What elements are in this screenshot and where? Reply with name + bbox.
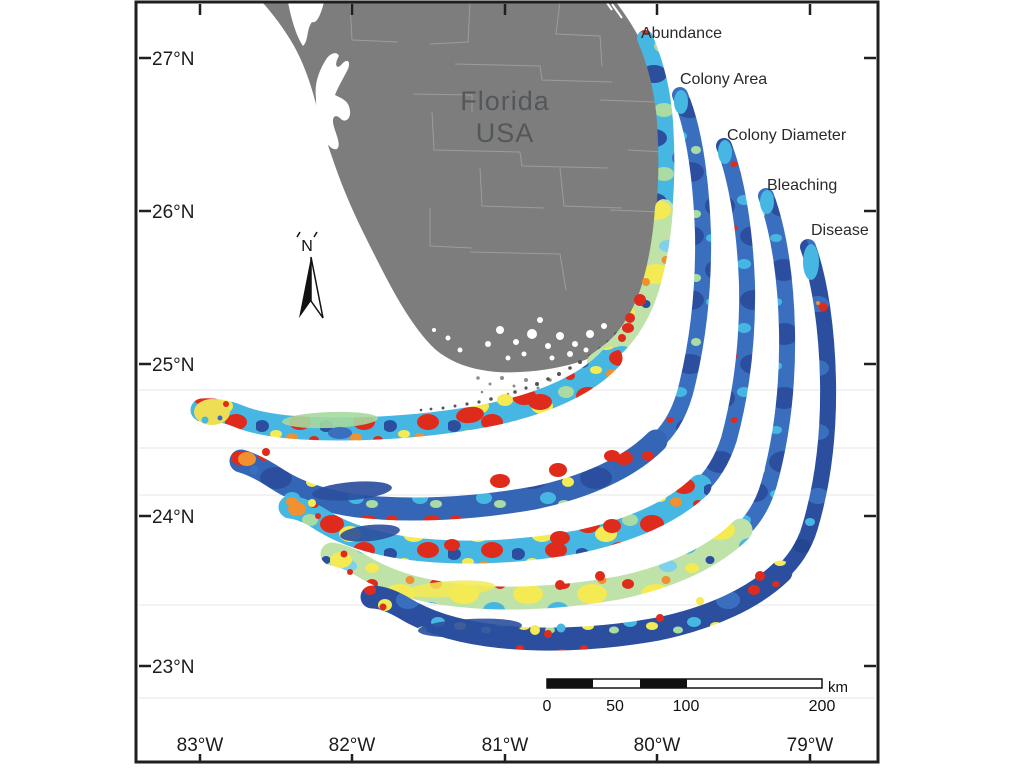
longitude-labels: 83°W 82°W 81°W 80°W 79°W <box>177 735 834 756</box>
scale-value-100: 100 <box>673 698 700 715</box>
ribbon-bleaching <box>320 188 796 610</box>
region-label-line2: USA <box>476 118 535 148</box>
map-frame <box>134 0 880 764</box>
lon-label-81w: 81°W <box>482 735 529 756</box>
ribbon-label-bleaching: Bleaching <box>767 177 837 194</box>
scale-unit-label: km <box>828 679 848 696</box>
lon-label-79w: 79°W <box>787 735 834 756</box>
lon-label-80w: 80°W <box>634 735 681 756</box>
lon-label-82w: 82°W <box>329 735 376 756</box>
north-arrow-label: N <box>301 238 313 255</box>
ribbon-label-colony-area: Colony Area <box>680 71 767 88</box>
ribbon-disease <box>360 239 837 651</box>
lat-label-26n: 26°N <box>152 202 194 223</box>
lat-label-23n: 23°N <box>152 657 194 678</box>
ribbon-labels: Abundance Colony Area Colony Diameter Bl… <box>641 25 869 239</box>
north-arrow: N <box>296 231 324 319</box>
region-label-line1: Florida <box>460 86 550 116</box>
lon-label-83w: 83°W <box>177 735 224 756</box>
ribbon-colony-diameter <box>278 138 756 564</box>
frame-ticks <box>139 4 876 761</box>
scale-value-200: 200 <box>809 698 836 715</box>
ribbon-label-colony-diameter: Colony Diameter <box>727 127 847 144</box>
ribbon-disease-accents <box>378 244 828 638</box>
north-arrow-left-wing <box>299 257 311 318</box>
ribbon-colony-area <box>229 87 712 521</box>
county-lines <box>349 1 664 291</box>
scale-value-50: 50 <box>606 698 624 715</box>
ribbon-bleaching-accents <box>330 190 774 598</box>
ribbon-colony-diameter-accents <box>288 140 732 551</box>
north-arrow-right-wing <box>310 256 324 319</box>
lat-label-24n: 24°N <box>152 507 194 528</box>
land-polygon <box>262 2 666 373</box>
lat-label-25n: 25°N <box>152 355 194 376</box>
region-labels: Florida USA <box>460 86 550 148</box>
scale-bar: 0 50 100 200 km <box>543 678 848 715</box>
latitude-labels: 27°N 26°N 25°N 24°N 23°N <box>152 49 194 678</box>
scale-value-0: 0 <box>543 698 552 715</box>
ribbon-label-disease: Disease <box>811 222 869 239</box>
charlotte-harbor <box>315 53 351 150</box>
everglades-mottling <box>432 317 607 361</box>
scale-bar-segment-2 <box>640 679 687 688</box>
scale-bar-segment-1 <box>547 679 593 688</box>
ribbon-colony-area-accents <box>238 90 688 501</box>
ribbon-abundance-accents <box>194 278 650 439</box>
florida-landmass <box>262 0 666 412</box>
lat-label-27n: 27°N <box>152 49 194 70</box>
ribbon-label-abundance: Abundance <box>641 25 722 42</box>
tampa-bay <box>288 2 324 46</box>
